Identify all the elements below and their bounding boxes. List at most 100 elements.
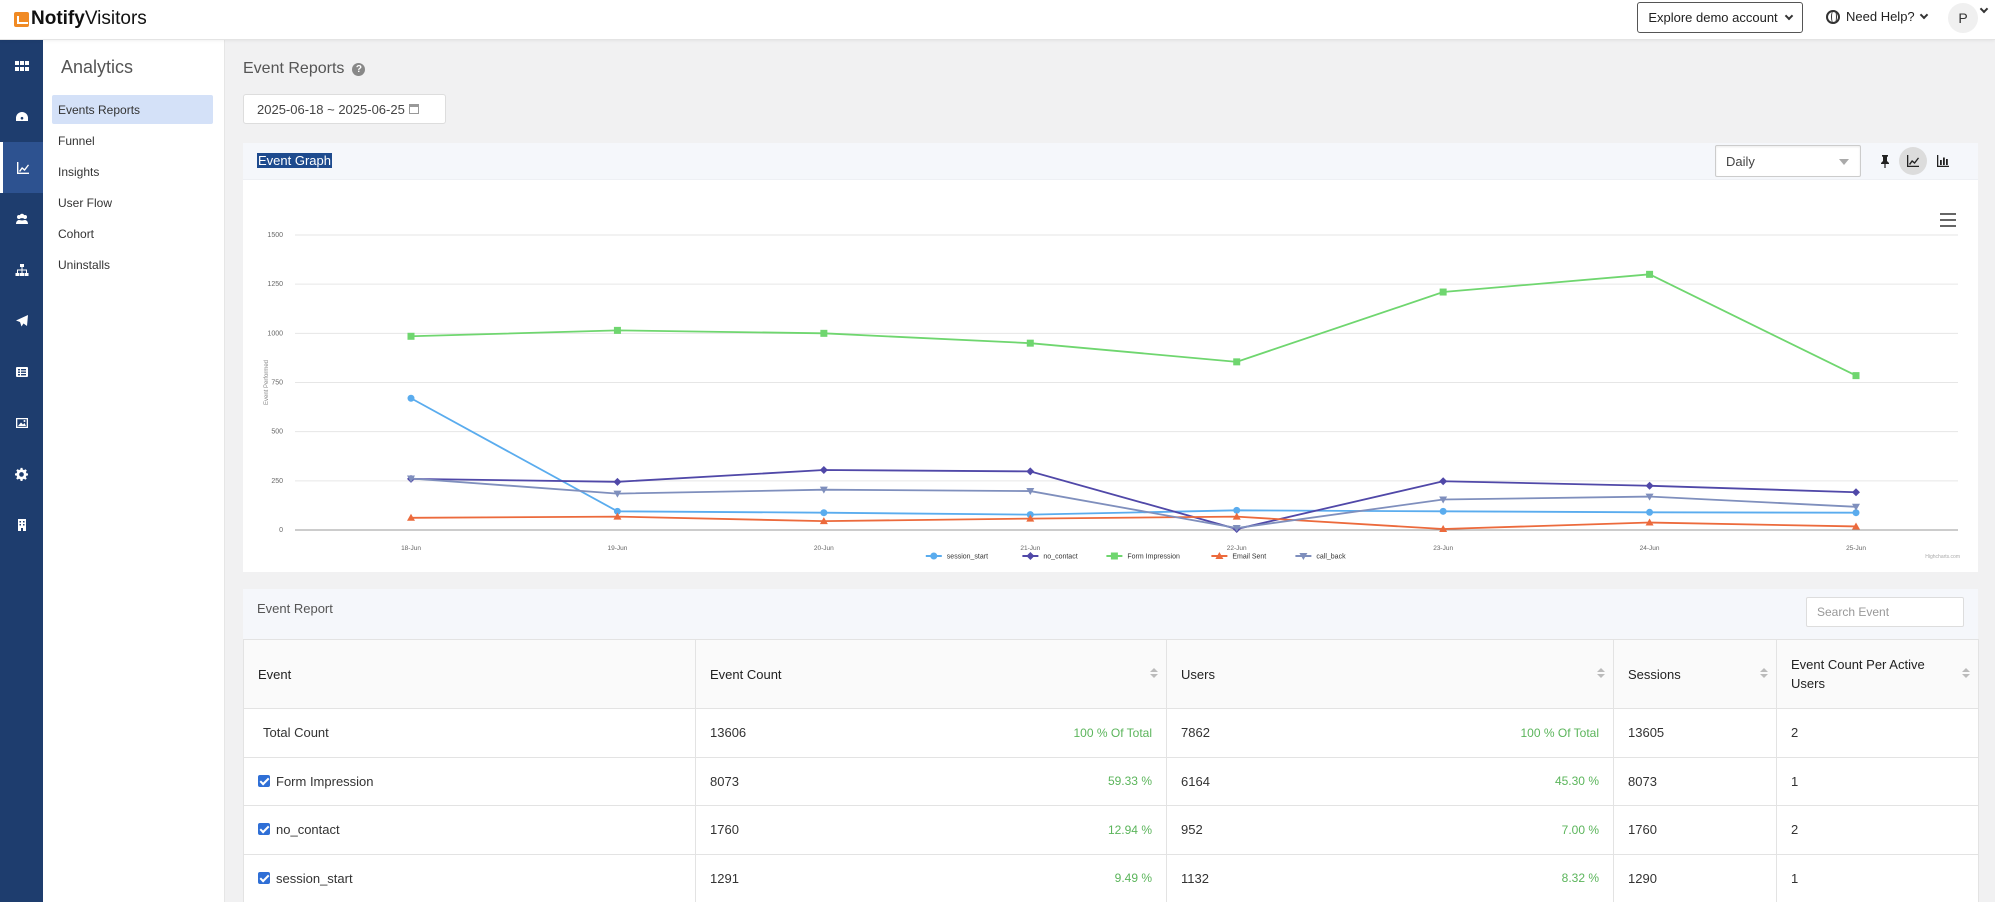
- rail-dashboard[interactable]: [0, 91, 43, 142]
- data-point[interactable]: [819, 517, 828, 525]
- series-email-sent: [407, 512, 1860, 533]
- sort-icon[interactable]: [1962, 668, 1970, 678]
- pin-button[interactable]: [1871, 147, 1899, 175]
- submenu-item-events-reports[interactable]: Events Reports: [52, 95, 213, 124]
- submenu-item-insights[interactable]: Insights: [58, 164, 100, 179]
- data-point[interactable]: [1439, 477, 1448, 486]
- data-point[interactable]: [1026, 488, 1035, 496]
- legend-marker[interactable]: [1026, 552, 1035, 560]
- legend-item[interactable]: call_back: [1295, 553, 1346, 561]
- column-header-sessions[interactable]: Sessions: [1613, 639, 1777, 709]
- need-help-menu[interactable]: Need Help?: [1826, 9, 1928, 24]
- data-point[interactable]: [1026, 514, 1035, 522]
- search-event-input[interactable]: [1806, 597, 1964, 627]
- date-range-picker[interactable]: 2025-06-18 ~ 2025-06-25: [243, 94, 446, 124]
- data-point[interactable]: [819, 486, 828, 494]
- data-point[interactable]: [1646, 270, 1654, 278]
- event-checkbox[interactable]: [258, 774, 270, 787]
- data-point[interactable]: [1439, 288, 1447, 296]
- data-point[interactable]: [1645, 493, 1654, 501]
- legend-item[interactable]: no_contact: [1022, 552, 1078, 561]
- event-count-cell: 1760 12.94 %: [695, 805, 1167, 855]
- legend-label: Form Impression: [1127, 554, 1180, 561]
- data-point[interactable]: [1645, 518, 1654, 526]
- legend-marker[interactable]: [1215, 552, 1224, 559]
- brand-logo[interactable]: Notify Visitors: [14, 8, 147, 30]
- avatar-chevron-down-icon[interactable]: [1979, 4, 1989, 14]
- data-point[interactable]: [407, 394, 415, 402]
- data-point[interactable]: [819, 466, 828, 475]
- legend-marker[interactable]: [930, 552, 938, 560]
- legend-marker[interactable]: [1299, 553, 1308, 560]
- data-point[interactable]: [820, 509, 828, 517]
- x-tick-label: 22-Jun: [1227, 545, 1247, 552]
- user-avatar[interactable]: P: [1948, 3, 1978, 33]
- data-point[interactable]: [1026, 339, 1034, 347]
- submenu-item-funnel[interactable]: Funnel: [58, 133, 95, 148]
- data-point[interactable]: [1439, 496, 1448, 504]
- data-point[interactable]: [613, 512, 622, 520]
- users-percent: 8.32 %: [1561, 871, 1599, 886]
- y-tick-label: 500: [271, 429, 283, 436]
- rail-campaigns[interactable]: [0, 295, 43, 346]
- data-point[interactable]: [1232, 525, 1241, 533]
- rail-account[interactable]: [0, 499, 43, 550]
- legend-item[interactable]: session_start: [925, 552, 988, 561]
- data-point[interactable]: [613, 507, 621, 515]
- data-point[interactable]: [407, 332, 415, 340]
- data-point[interactable]: [1852, 372, 1860, 380]
- column-header-count-per-active-users[interactable]: Event Count Per Active Users: [1776, 639, 1979, 709]
- data-point[interactable]: [613, 477, 622, 486]
- dropdown-arrow-icon: [1839, 159, 1849, 165]
- rail-lists[interactable]: [0, 346, 43, 397]
- submenu-item-cohort[interactable]: Cohort: [58, 226, 95, 241]
- data-point[interactable]: [1439, 525, 1448, 533]
- rail-settings[interactable]: [0, 448, 43, 499]
- sort-icon[interactable]: [1150, 668, 1158, 678]
- submenu-item-user-flow[interactable]: User Flow: [58, 195, 113, 210]
- column-header-users[interactable]: Users: [1166, 639, 1614, 709]
- sort-icon[interactable]: [1597, 668, 1605, 678]
- data-point[interactable]: [407, 513, 415, 521]
- legend-item[interactable]: Email Sent: [1211, 552, 1266, 561]
- bar-chart-toggle[interactable]: [1929, 147, 1957, 175]
- rail-apps[interactable]: [0, 40, 43, 91]
- data-point[interactable]: [1646, 508, 1654, 516]
- x-tick-label: 21-Jun: [1020, 545, 1040, 552]
- rail-media[interactable]: [0, 397, 43, 448]
- line-chart-toggle[interactable]: [1899, 147, 1927, 175]
- help-question-icon[interactable]: ?: [352, 62, 366, 76]
- explore-demo-account-button[interactable]: Explore demo account: [1637, 2, 1803, 33]
- legend-marker[interactable]: [1110, 552, 1118, 560]
- data-point[interactable]: [1233, 506, 1241, 514]
- interval-select[interactable]: Daily: [1715, 145, 1861, 177]
- data-point[interactable]: [613, 326, 621, 334]
- data-point[interactable]: [1026, 467, 1035, 476]
- data-point[interactable]: [1233, 358, 1241, 366]
- column-header-event-count[interactable]: Event Count: [695, 639, 1167, 709]
- chart-context-menu-icon[interactable]: [1940, 213, 1956, 227]
- analytics-chart-icon: [17, 161, 29, 174]
- data-point[interactable]: [1852, 488, 1860, 497]
- explore-demo-label: Explore demo account: [1648, 10, 1778, 25]
- submenu-item-uninstalls[interactable]: Uninstalls: [58, 257, 111, 272]
- event-checkbox[interactable]: [258, 871, 270, 884]
- sort-icon[interactable]: [1760, 668, 1768, 678]
- rail-users[interactable]: [0, 193, 43, 244]
- data-point[interactable]: [1852, 503, 1860, 511]
- data-point[interactable]: [1852, 509, 1860, 517]
- sessions-cell: 8073: [1613, 756, 1777, 806]
- legend-item[interactable]: Form Impression: [1106, 552, 1180, 561]
- count-per-user-cell: 2: [1776, 805, 1979, 855]
- data-point[interactable]: [1439, 507, 1447, 515]
- data-point[interactable]: [407, 475, 415, 483]
- data-point[interactable]: [613, 490, 622, 498]
- data-point[interactable]: [1645, 481, 1654, 490]
- data-point[interactable]: [1852, 522, 1860, 530]
- data-point[interactable]: [820, 329, 828, 337]
- event-checkbox[interactable]: [258, 823, 270, 836]
- rail-analytics[interactable]: [0, 142, 43, 193]
- x-tick-label: 20-Jun: [814, 545, 834, 552]
- rail-hierarchy[interactable]: [0, 244, 43, 295]
- data-point[interactable]: [1232, 512, 1241, 520]
